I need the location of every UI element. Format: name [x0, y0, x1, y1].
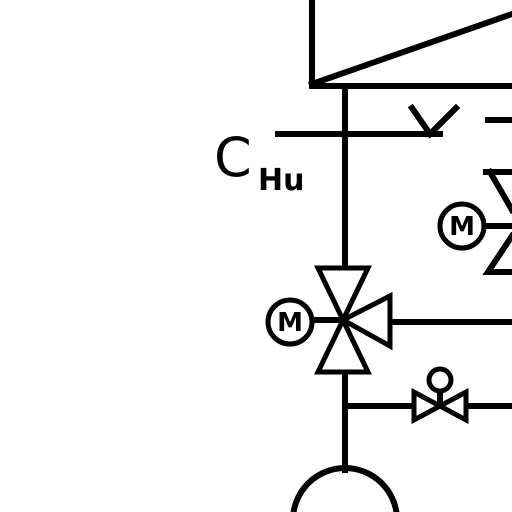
three-way-valve: M	[265, 265, 393, 375]
stream-line-chu	[275, 103, 461, 139]
svg-text:M: M	[449, 212, 475, 242]
motor-icon: M	[437, 201, 487, 251]
flow-arrow-icon	[407, 103, 461, 139]
lower-branch	[342, 366, 512, 425]
stream-label-subscript: Hu	[258, 163, 304, 198]
svg-text:M: M	[277, 308, 303, 338]
motor-icon: M	[265, 297, 315, 347]
pump-icon	[290, 465, 400, 512]
stream-label-main: C	[214, 126, 252, 189]
top-vessel	[308, 0, 512, 89]
stream-label: C Hu	[214, 126, 304, 198]
motorized-valve-right: M	[437, 167, 512, 275]
valve-top-triangle	[314, 265, 372, 326]
valve-bottom-triangle	[314, 314, 372, 375]
manual-valve-icon	[411, 366, 469, 425]
